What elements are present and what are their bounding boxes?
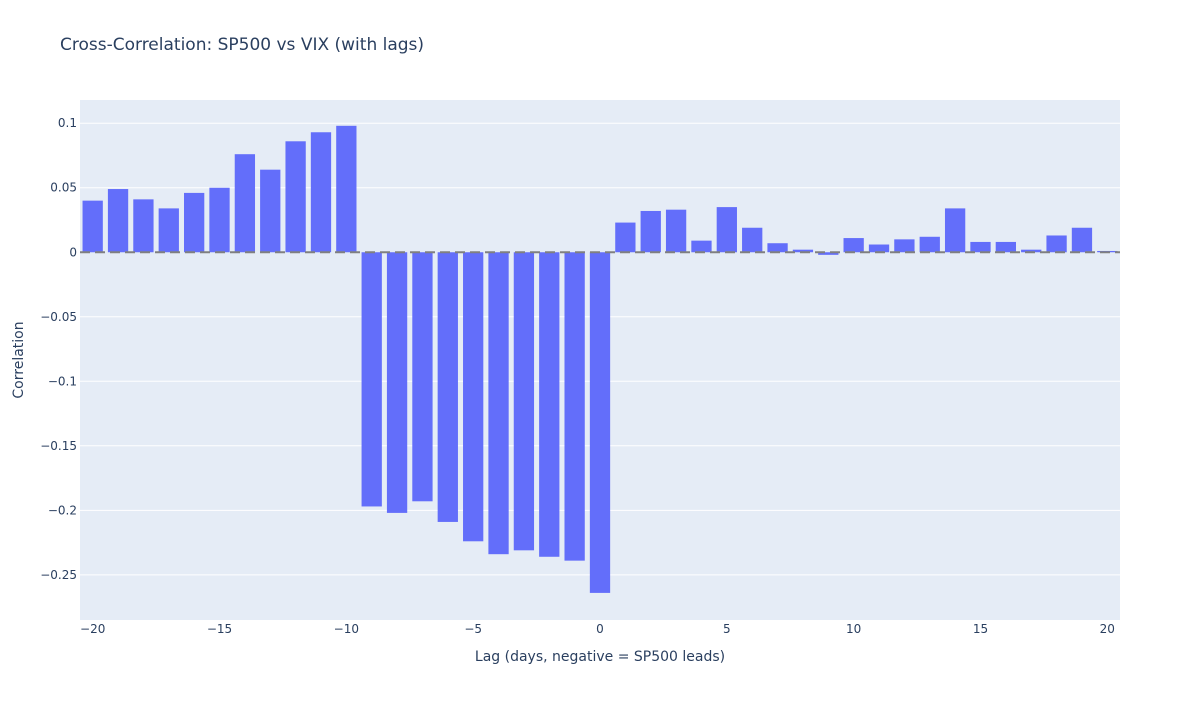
x-tick-label: −20 xyxy=(80,622,105,636)
y-tick-label: −0.1 xyxy=(48,374,77,388)
bar xyxy=(513,252,535,551)
bar xyxy=(184,192,205,253)
bar xyxy=(209,187,230,253)
x-tick-label: 10 xyxy=(846,622,861,636)
bar xyxy=(640,210,661,253)
bar xyxy=(944,208,966,253)
y-tick-labels: 0.1 0.05 0 −0.05 −0.1 −0.15 −0.2 −0.25 xyxy=(40,116,77,582)
bar xyxy=(412,252,433,502)
bar xyxy=(818,252,839,255)
y-tick-label: −0.05 xyxy=(40,310,77,324)
chart-title: Cross-Correlation: SP500 vs VIX (with la… xyxy=(60,35,424,55)
bar xyxy=(234,154,256,253)
x-tick-label: −15 xyxy=(207,622,232,636)
y-tick-label: −0.2 xyxy=(48,503,77,517)
y-tick-label: −0.25 xyxy=(40,568,77,582)
y-axis-title: Correlation xyxy=(11,321,27,398)
bar xyxy=(665,209,687,253)
bar xyxy=(386,252,408,513)
bar xyxy=(615,222,636,253)
bar xyxy=(742,227,763,253)
y-tick-label: 0.05 xyxy=(50,181,77,195)
bar xyxy=(767,243,788,253)
bar xyxy=(463,252,484,542)
x-tick-label: 0 xyxy=(596,622,604,636)
bar xyxy=(437,252,458,522)
bar xyxy=(310,132,332,253)
bar xyxy=(716,207,737,253)
bar xyxy=(260,169,281,253)
bar xyxy=(361,252,382,507)
bar xyxy=(133,199,154,253)
bar xyxy=(589,252,611,593)
bar xyxy=(488,252,509,555)
x-axis-title: Lag (days, negative = SP500 leads) xyxy=(475,649,725,665)
bar xyxy=(82,200,103,253)
bar xyxy=(1071,227,1093,253)
x-tick-label: −10 xyxy=(334,622,359,636)
bars xyxy=(82,125,1118,593)
bar xyxy=(691,240,712,253)
bar xyxy=(919,236,940,253)
bar xyxy=(970,241,991,253)
bar xyxy=(285,141,306,253)
bar xyxy=(1046,235,1067,253)
bar xyxy=(158,208,179,253)
y-tick-label: 0 xyxy=(69,245,77,259)
bar xyxy=(868,244,890,253)
bar xyxy=(1021,249,1042,253)
x-tick-label: 20 xyxy=(1100,622,1115,636)
x-tick-label: 15 xyxy=(973,622,988,636)
bar xyxy=(107,189,129,253)
bar xyxy=(995,241,1016,253)
y-tick-label: −0.15 xyxy=(40,439,77,453)
x-tick-label: −5 xyxy=(464,622,482,636)
bar xyxy=(539,252,560,557)
x-tick-labels: −20 −15 −10 −5 0 5 10 15 20 xyxy=(80,622,1115,636)
bar xyxy=(336,125,357,253)
bar xyxy=(792,249,814,253)
bar xyxy=(843,238,864,253)
bar xyxy=(564,252,585,561)
y-tick-label: 0.1 xyxy=(58,116,77,130)
x-tick-label: 5 xyxy=(723,622,731,636)
bar xyxy=(894,239,915,253)
